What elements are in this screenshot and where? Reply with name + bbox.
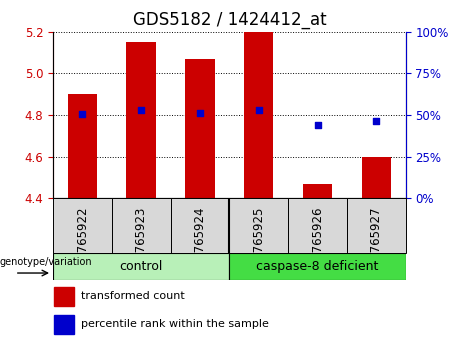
Bar	[288, 198, 347, 253]
Point	[137, 107, 145, 113]
Text: GSM765923: GSM765923	[135, 206, 148, 278]
Point	[314, 122, 321, 128]
Text: GSM765924: GSM765924	[194, 206, 207, 278]
Text: genotype/variation: genotype/variation	[0, 257, 93, 267]
Text: caspase-8 deficient: caspase-8 deficient	[256, 260, 378, 273]
Bar	[54, 287, 74, 306]
Text: percentile rank within the sample: percentile rank within the sample	[81, 319, 269, 329]
Text: control: control	[119, 260, 163, 273]
Bar	[54, 315, 74, 333]
Point	[79, 111, 86, 117]
Bar	[126, 42, 156, 198]
Bar	[229, 253, 406, 280]
Text: GSM765927: GSM765927	[370, 206, 383, 278]
Bar	[229, 198, 288, 253]
Text: GSM765926: GSM765926	[311, 206, 324, 278]
Point	[372, 118, 380, 124]
Text: GSM765925: GSM765925	[252, 206, 265, 278]
Title: GDS5182 / 1424412_at: GDS5182 / 1424412_at	[132, 11, 326, 29]
Bar	[347, 198, 406, 253]
Bar	[171, 198, 230, 253]
Text: GSM765922: GSM765922	[76, 206, 89, 278]
Point	[196, 110, 204, 115]
Bar	[112, 198, 171, 253]
Bar	[185, 59, 215, 198]
Bar	[53, 253, 230, 280]
Bar	[68, 94, 97, 198]
Bar	[53, 198, 112, 253]
Bar	[361, 157, 391, 198]
Text: transformed count: transformed count	[81, 291, 185, 301]
Point	[255, 107, 262, 113]
Bar	[303, 184, 332, 198]
Bar	[244, 32, 273, 198]
